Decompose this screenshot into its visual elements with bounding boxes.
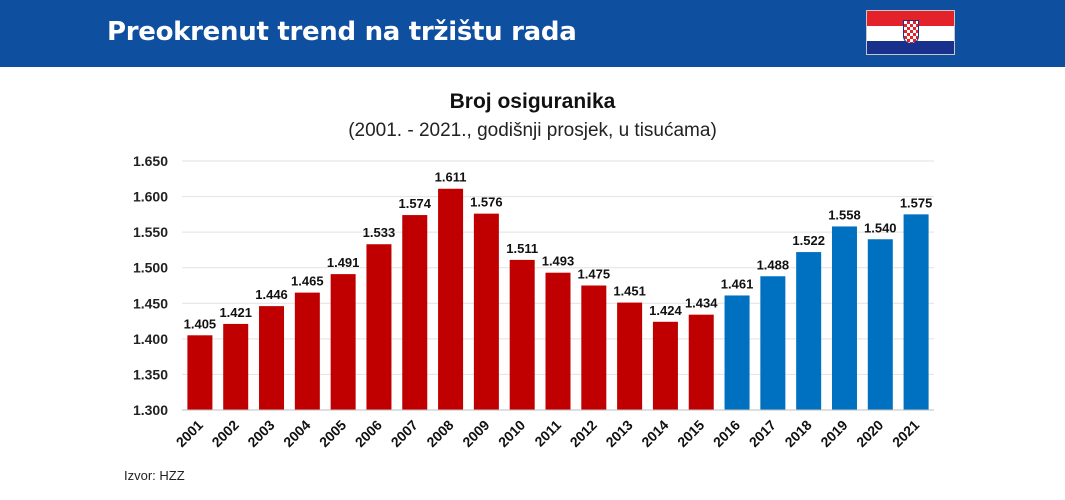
x-tick-label-2007: 2007 (388, 417, 421, 450)
value-label-2018: 1.522 (792, 233, 825, 248)
x-tick-label-2012: 2012 (567, 417, 600, 450)
x-tick-label-2021: 2021 (889, 417, 922, 450)
x-tick-label-2003: 2003 (244, 417, 277, 450)
bar-2013 (617, 302, 643, 410)
croatian-flag-icon (866, 10, 955, 55)
bar-2009 (473, 213, 499, 410)
coat-of-arms-icon (903, 20, 919, 44)
y-tick-label: 1.300 (133, 402, 168, 418)
bar-2008 (438, 188, 464, 410)
y-tick-label: 1.400 (133, 331, 168, 347)
bar-2003 (259, 306, 285, 410)
x-tick-label-2020: 2020 (853, 417, 886, 450)
value-label-2011: 1.493 (542, 254, 575, 269)
value-label-2001: 1.405 (184, 316, 217, 331)
y-tick-label: 1.650 (133, 153, 168, 169)
value-label-2003: 1.446 (255, 287, 288, 302)
value-label-2004: 1.465 (291, 274, 324, 289)
x-tick-label-2006: 2006 (352, 417, 385, 450)
chart-subtitle: (2001. - 2021., godišnji prosjek, u tisu… (348, 120, 717, 141)
value-label-2014: 1.424 (649, 303, 682, 318)
x-tick-label-2016: 2016 (710, 417, 743, 450)
value-label-2006: 1.533 (363, 225, 396, 240)
value-label-2009: 1.576 (470, 195, 503, 210)
value-label-2015: 1.434 (685, 296, 718, 311)
value-label-2012: 1.475 (578, 267, 611, 282)
chart-bars (187, 188, 929, 410)
bar-2014 (652, 321, 678, 410)
bar-2020 (867, 239, 893, 410)
bar-2004 (294, 292, 320, 410)
value-label-2019: 1.558 (828, 207, 861, 222)
x-tick-label-2014: 2014 (638, 417, 671, 450)
bar-2012 (581, 285, 607, 410)
bar-2006 (366, 244, 392, 410)
y-tick-label: 1.500 (133, 260, 168, 276)
bar-2015 (688, 314, 714, 410)
value-label-2007: 1.574 (398, 196, 431, 211)
bar-2018 (796, 252, 822, 410)
value-label-2005: 1.491 (327, 255, 360, 270)
y-tick-label: 1.600 (133, 189, 168, 205)
value-label-2013: 1.451 (613, 284, 646, 299)
x-tick-label-2011: 2011 (531, 417, 564, 450)
x-tick-label-2002: 2002 (208, 417, 241, 450)
bar-2011 (545, 272, 571, 410)
bar-2001 (187, 335, 213, 410)
flag-red-stripe (867, 11, 954, 26)
flag-blue-stripe (867, 41, 954, 54)
header-bar: Preokrenut trend na tržištu rada (0, 0, 1065, 67)
value-label-2002: 1.421 (219, 305, 252, 320)
y-tick-label: 1.550 (133, 224, 168, 240)
x-tick-label-2019: 2019 (817, 417, 850, 450)
x-tick-label-2009: 2009 (459, 417, 492, 450)
x-tick-label-2001: 2001 (173, 417, 206, 450)
value-label-2016: 1.461 (721, 276, 754, 291)
value-label-2017: 1.488 (757, 257, 790, 272)
chart-x-axis-labels: 2001 2002 2003 2004 2005 2006 2007 2008 2009 2010… (173, 417, 923, 450)
bar-2002 (223, 323, 249, 410)
bar-2007 (402, 215, 428, 410)
y-tick-label: 1.350 (133, 366, 168, 382)
value-label-2020: 1.540 (864, 220, 897, 235)
bar-2017 (760, 276, 786, 410)
x-tick-label-2015: 2015 (674, 417, 707, 450)
y-tick-label: 1.450 (133, 295, 168, 311)
value-label-2021: 1.575 (900, 195, 933, 210)
page-title: Preokrenut trend na tržištu rada (107, 17, 577, 47)
chart-title: Broj osiguranika (449, 90, 616, 113)
x-tick-label-2018: 2018 (781, 417, 814, 450)
x-tick-label-2010: 2010 (495, 417, 528, 450)
x-tick-label-2013: 2013 (602, 417, 635, 450)
bar-2010 (509, 259, 535, 410)
value-label-2010: 1.511 (506, 241, 538, 256)
bar-2021 (903, 214, 929, 410)
chart-y-axis-labels: 1.300 1.350 1.400 1.450 1.500 1.550 1.600 1.650 (133, 153, 168, 418)
x-tick-label-2004: 2004 (280, 417, 313, 450)
x-tick-label-2017: 2017 (746, 417, 779, 450)
bar-2016 (724, 295, 750, 410)
x-tick-label-2008: 2008 (423, 417, 456, 450)
value-label-2008: 1.611 (435, 170, 467, 185)
source-note: Izvor: HZZ (124, 468, 185, 483)
bar-2005 (330, 274, 356, 410)
bar-2019 (831, 226, 857, 410)
x-tick-label-2005: 2005 (316, 417, 349, 450)
